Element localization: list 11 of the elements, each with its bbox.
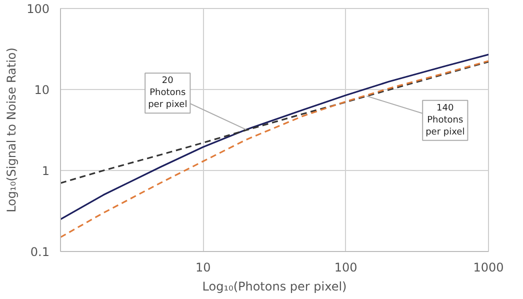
y-tick-label: 100 — [26, 2, 50, 16]
annotation: 140 Photons per pixel — [426, 103, 465, 138]
y-tick-label: 0.1 — [30, 245, 50, 259]
x-tick-label: 1000 — [473, 260, 504, 274]
x-axis-title: Log₁₀(Photons per pixel) — [202, 280, 347, 294]
annotation: 20 Photons per pixel — [148, 76, 188, 110]
y-tick-label: 10 — [34, 83, 50, 97]
x-tick-label: 100 — [334, 260, 358, 274]
y-axis-title: Log₁₀(Signal to Noise Ratio) — [4, 48, 19, 212]
x-tick-label: 10 — [196, 260, 211, 274]
y-tick-label: 1 — [42, 164, 50, 178]
